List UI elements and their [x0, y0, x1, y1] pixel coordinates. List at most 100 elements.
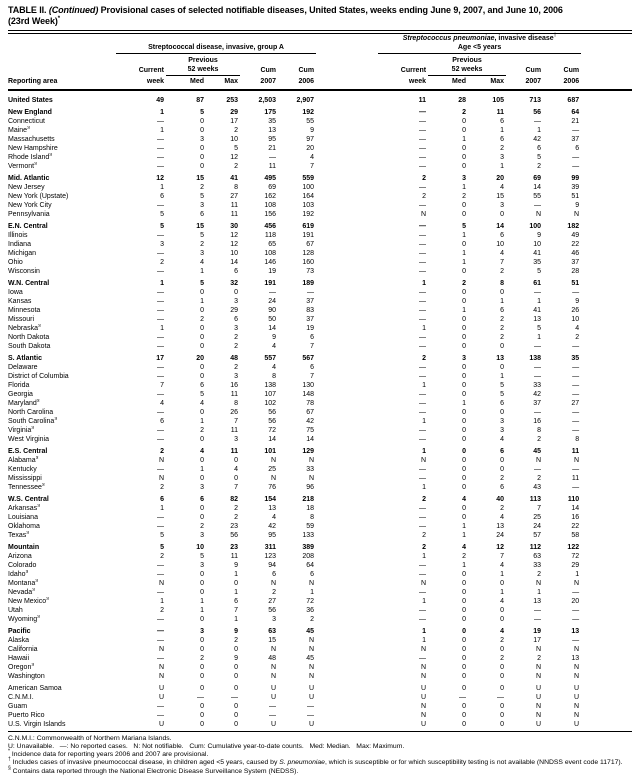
column-gap — [316, 399, 378, 408]
value-cell: 0 — [200, 474, 204, 482]
value-cell: 6 — [500, 483, 505, 491]
column-gap — [581, 135, 632, 144]
value-cell: 1 — [462, 531, 467, 539]
value-cell: 50 — [268, 315, 276, 323]
column-gap — [581, 324, 632, 333]
value-cell: 0 — [234, 672, 238, 680]
column-gap — [316, 483, 378, 492]
reporting-area-cell: New York City — [8, 201, 52, 209]
column-gap — [581, 597, 632, 606]
value-cell: — — [572, 588, 580, 596]
reporting-area-cell: South Dakota — [8, 342, 51, 350]
reporting-area-cell: Indiana — [8, 240, 31, 248]
value-cell: 45 — [306, 654, 315, 662]
column-gap — [316, 597, 378, 606]
value-cell: 0 — [462, 333, 467, 341]
value-cell: 2 — [422, 354, 427, 362]
value-cell: N — [270, 474, 276, 482]
value-cell: 10 — [230, 249, 238, 257]
column-gap — [316, 456, 378, 465]
value-cell: — — [419, 258, 427, 266]
reporting-area-cell: Puerto Rico — [8, 711, 45, 719]
value-cell: 5 — [200, 552, 204, 560]
value-cell: — — [572, 363, 580, 371]
value-cell: 2 — [500, 267, 505, 275]
value-cell: 1 — [200, 417, 204, 425]
value-cell: — — [419, 363, 427, 371]
table-row: W.N. Central 1 5 32 191 189 1 2 8 61 51 — [8, 276, 632, 288]
column-gap — [316, 126, 378, 135]
value-cell: — — [572, 372, 580, 380]
reporting-area-cell: Wyoming§ — [8, 614, 40, 623]
value-cell: 67 — [306, 408, 315, 416]
column-gap — [581, 504, 632, 513]
column-gap — [316, 267, 378, 276]
value-cell: 9 — [310, 126, 315, 134]
value-cell: — — [572, 342, 580, 350]
value-cell: — — [419, 306, 427, 314]
value-cell: 253 — [226, 96, 238, 104]
column-gap — [316, 153, 378, 162]
value-cell: 619 — [302, 222, 315, 230]
value-cell: 0 — [234, 288, 238, 296]
value-cell: 2 — [234, 363, 238, 371]
value-cell: 1 — [575, 570, 580, 578]
reporting-area-cell: American Samoa — [8, 684, 62, 692]
header-blank — [8, 35, 116, 54]
value-cell: 13 — [496, 354, 505, 362]
value-cell: 29 — [230, 306, 238, 314]
value-cell: 1 — [310, 588, 315, 596]
value-cell: 11 — [230, 552, 238, 560]
footnote-marker-section: § — [37, 614, 40, 620]
table-row: Alaska — 0 2 15 N 1 0 2 17 — — [8, 636, 632, 645]
column-gap — [581, 606, 632, 615]
table-row: Missouri — 2 6 50 37 — 0 2 13 10 — [8, 315, 632, 324]
footnote-marker-section: § — [54, 416, 58, 422]
value-cell: — — [534, 465, 542, 473]
value-cell: 7 — [234, 417, 238, 425]
value-cell: 0 — [462, 381, 467, 389]
value-cell: 102 — [264, 399, 276, 407]
value-cell: — — [419, 426, 427, 434]
value-cell: 0 — [462, 504, 467, 512]
title-prefix: TABLE II. — [8, 5, 49, 15]
value-cell: 8 — [234, 183, 238, 191]
column-gap — [316, 417, 378, 426]
value-cell: 3 — [160, 240, 164, 248]
value-cell: N — [158, 579, 164, 587]
reporting-area-cell: Delaware — [8, 363, 38, 371]
value-cell: 11 — [496, 108, 505, 116]
value-cell: 76 — [268, 483, 276, 491]
table-row: North Dakota — 0 2 9 6 — 0 2 1 2 — [8, 333, 632, 342]
value-cell: 0 — [200, 513, 204, 521]
value-cell: — — [157, 522, 164, 530]
value-cell: 6 — [500, 135, 505, 143]
value-cell: — — [419, 474, 427, 482]
reporting-area-cell: Rhode Island§ — [8, 152, 53, 161]
reporting-area-cell: S. Atlantic — [8, 354, 42, 362]
value-cell: 0 — [234, 702, 238, 710]
value-cell: 21 — [268, 144, 276, 152]
value-cell: 4 — [500, 249, 505, 257]
value-cell: — — [157, 654, 164, 662]
value-cell: 7 — [160, 381, 164, 389]
value-cell: 192 — [302, 210, 315, 218]
value-cell: 189 — [302, 279, 315, 287]
value-cell: 58 — [571, 531, 580, 539]
column-gap — [581, 417, 632, 426]
column-gap — [316, 75, 379, 91]
value-cell: 1 — [462, 183, 467, 191]
value-cell: 6 — [160, 495, 164, 503]
value-cell: 0 — [462, 315, 467, 323]
column-gap — [316, 531, 378, 540]
value-cell: N — [158, 645, 164, 653]
value-cell: 0 — [462, 720, 467, 728]
value-cell: 72 — [268, 426, 276, 434]
column-gap — [581, 561, 632, 570]
value-cell: 154 — [264, 495, 276, 503]
value-cell: 39 — [571, 183, 580, 191]
value-cell: 123 — [264, 552, 276, 560]
value-cell: — — [157, 636, 164, 644]
value-cell: N — [270, 645, 276, 653]
value-cell: 0 — [462, 579, 467, 587]
